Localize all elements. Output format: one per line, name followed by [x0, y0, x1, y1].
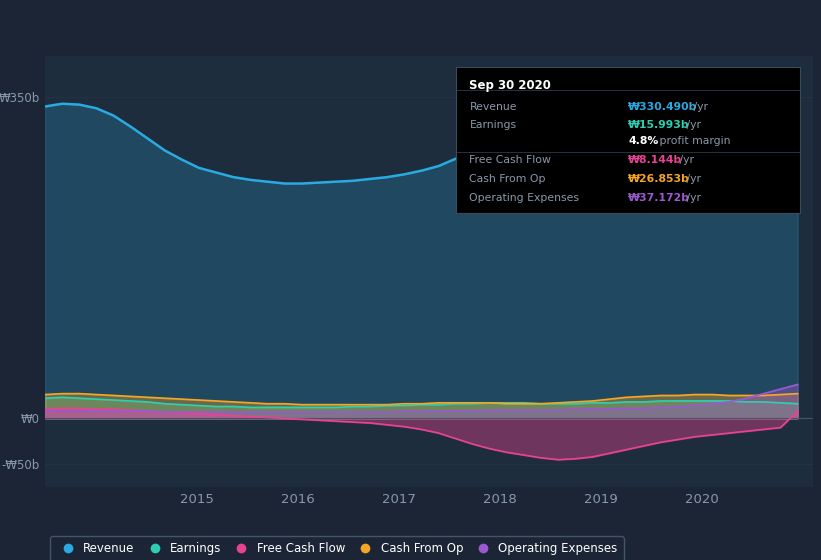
Text: Earnings: Earnings	[470, 120, 516, 130]
Text: profit margin: profit margin	[656, 137, 730, 147]
Text: ₩8.144b: ₩8.144b	[628, 155, 682, 165]
Text: ₩15.993b: ₩15.993b	[628, 120, 690, 130]
Text: ₩26.853b: ₩26.853b	[628, 174, 690, 184]
Text: Operating Expenses: Operating Expenses	[470, 193, 580, 203]
Text: Cash From Op: Cash From Op	[470, 174, 546, 184]
Text: /yr: /yr	[677, 155, 695, 165]
Text: Sep 30 2020: Sep 30 2020	[470, 79, 552, 92]
Text: /yr: /yr	[683, 120, 701, 130]
Text: Free Cash Flow: Free Cash Flow	[470, 155, 552, 165]
Text: /yr: /yr	[690, 101, 709, 111]
Legend: Revenue, Earnings, Free Cash Flow, Cash From Op, Operating Expenses: Revenue, Earnings, Free Cash Flow, Cash …	[50, 536, 624, 560]
Text: ₩37.172b: ₩37.172b	[628, 193, 690, 203]
Text: 4.8%: 4.8%	[628, 137, 658, 147]
Text: Revenue: Revenue	[470, 101, 517, 111]
Text: ₩330.490b: ₩330.490b	[628, 101, 698, 111]
Text: /yr: /yr	[683, 174, 701, 184]
Text: /yr: /yr	[683, 193, 701, 203]
